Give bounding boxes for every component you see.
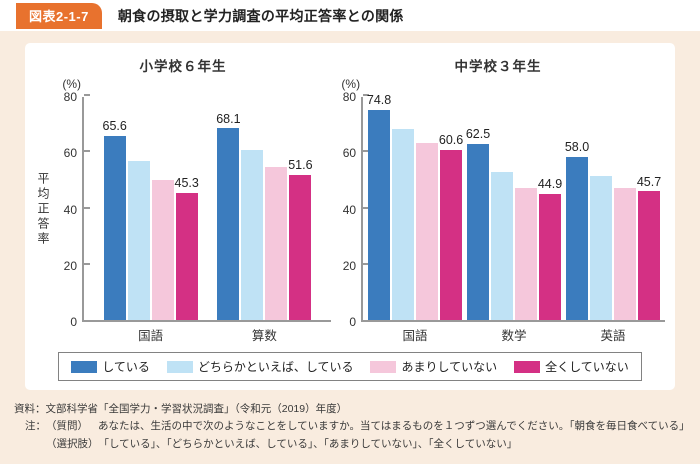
bar — [368, 109, 391, 320]
category-label: 英語 — [600, 329, 626, 343]
bar — [392, 128, 415, 320]
legend-label: 全くしていない — [545, 360, 629, 374]
unit-label: (%) — [62, 77, 81, 91]
bar-value-label: 62.5 — [465, 127, 491, 142]
y-tick-label: 0 — [70, 315, 77, 329]
bar-value-label: 60.6 — [438, 132, 464, 147]
options-note: （選択肢） 「している」、「どちらかといえば、している」、「あまりしていない」、… — [46, 436, 686, 453]
bar-value-label: 45.7 — [636, 174, 662, 189]
bar — [289, 174, 312, 320]
y-tick-mark — [363, 150, 370, 153]
legend-swatch — [370, 360, 397, 373]
y-tick-label: 60 — [342, 146, 357, 161]
legend: している どちらかといえば、している あまりしていない 全くしていない — [58, 352, 642, 381]
category-label: 国語 — [138, 329, 164, 343]
figure-background: 小学校６年生 平均正答率 (%) 0 20 40 60 80 65.6 45.3 国語 68.… — [0, 31, 700, 464]
bar — [440, 149, 463, 320]
note-row: 注： （質問） あなたは、生活の中で次のようなことをしていますか。当てはまるもの… — [25, 418, 690, 453]
bar-value-label: 65.6 — [102, 118, 127, 133]
legend-item: あまりしていない — [370, 358, 497, 375]
bar — [638, 191, 660, 320]
figure-number-badge: 図表2-1-7 — [16, 2, 102, 29]
bar-group: 58.0 45.7 英語 — [564, 140, 662, 343]
options-text: 「している」、「どちらかといえば、している」、「あまりしていない」、「全くしてい… — [98, 437, 518, 450]
y-tick-label: 20 — [342, 258, 357, 273]
bar — [217, 128, 240, 320]
bar-value-label: 68.1 — [216, 111, 241, 126]
legend-label: している — [102, 360, 150, 374]
y-tick-label: 60 — [63, 146, 77, 161]
y-tick-label: 40 — [63, 202, 77, 217]
bar-group: 68.1 51.6 算数 — [216, 111, 313, 343]
y-axis: (%) 0 20 40 60 80 — [52, 77, 82, 328]
bar — [175, 192, 198, 320]
legend-swatch — [514, 360, 541, 373]
unit-label: (%) — [341, 77, 361, 91]
bar — [614, 187, 636, 320]
bar-group: 62.5 44.9 数学 — [465, 127, 563, 343]
y-tick-mark — [363, 206, 370, 209]
plot-area: 74.8 60.6 国語 62.5 44.9 数学 58.0 45.7 英語 — [361, 92, 665, 343]
bar-value-label: 58.0 — [564, 140, 590, 155]
chart-title: 小学校６年生 — [139, 59, 227, 74]
figure-header: 図表2-1-7 朝食の摂取と学力調査の平均正答率との関係 — [0, 0, 700, 31]
bar — [416, 142, 439, 320]
bar — [151, 180, 174, 320]
figure-title: 朝食の摂取と学力調査の平均正答率との関係 — [117, 7, 404, 24]
bar — [467, 144, 490, 320]
bar — [515, 188, 538, 320]
legend-label: あまりしていない — [401, 360, 498, 374]
legend-item: している — [71, 358, 150, 375]
legend-item: 全くしていない — [514, 358, 629, 375]
bar — [539, 193, 562, 320]
y-axis: (%) 0 20 40 60 80 — [331, 77, 361, 328]
legend-swatch — [71, 360, 98, 373]
note-label: 注： — [25, 420, 46, 433]
bar-group: 74.8 60.6 国語 — [366, 92, 464, 343]
y-tick-label: 80 — [342, 90, 357, 104]
source-note: 資料：文部科学省「全国学力・学習状況調査」（令和元（2019）年度） — [14, 403, 348, 415]
bar — [127, 161, 150, 320]
bar-value-label: 74.8 — [366, 92, 392, 107]
y-tick-label: 40 — [342, 202, 357, 217]
bar — [566, 156, 588, 320]
chart-panel: 小学校６年生 平均正答率 (%) 0 20 40 60 80 65.6 45.3 国語 68.… — [25, 43, 675, 390]
legend-label: どちらかといえば、している — [197, 360, 354, 374]
y-axis-label: 平均正答率 — [36, 172, 50, 247]
y-tick-label: 0 — [349, 315, 357, 329]
bar-value-label: 51.6 — [288, 158, 313, 173]
charts-row: 小学校６年生 平均正答率 (%) 0 20 40 60 80 65.6 45.3 国語 68.… — [35, 55, 665, 346]
bar — [491, 171, 514, 320]
y-tick-mark — [84, 206, 90, 209]
y-tick-label: 80 — [63, 90, 77, 104]
bar — [265, 166, 288, 320]
chart-juniorhigh-grade3: 中学校３年生 (%) 0 20 40 60 80 74.8 60.6 国語 62.5 44.9 数… — [331, 55, 665, 346]
bar — [241, 150, 264, 320]
question-note: （質問） あなたは、生活の中で次のようなことをしていますか。当てはまるものを１つ… — [46, 418, 690, 435]
options-label: （選択肢） — [46, 437, 99, 450]
category-label: 国語 — [402, 329, 428, 343]
chart-elementary-grade6: 小学校６年生 平均正答率 (%) 0 20 40 60 80 65.6 45.3 国語 68.… — [35, 55, 332, 346]
bar — [103, 135, 126, 320]
legend-swatch — [166, 360, 193, 373]
category-label: 数学 — [501, 329, 527, 343]
y-tick-mark — [363, 94, 370, 96]
chart-title: 中学校３年生 — [454, 59, 542, 74]
bar-group: 65.6 45.3 国語 — [102, 118, 199, 343]
question-text: あなたは、生活の中で次のようなことをしていますか。当てはまるものを１つずつ選んで… — [98, 420, 690, 433]
legend-item: どちらかといえば、している — [166, 358, 354, 375]
plot-area: 65.6 45.3 国語 68.1 51.6 算数 — [82, 94, 332, 343]
figure-notes: 資料：文部科学省「全国学力・学習状況調査」（令和元（2019）年度） 注： （質… — [14, 401, 690, 453]
y-tick-mark — [363, 262, 370, 265]
y-tick-mark — [84, 262, 90, 265]
y-tick-mark — [84, 150, 90, 153]
bar-value-label: 44.9 — [537, 176, 563, 191]
bar-value-label: 45.3 — [174, 175, 199, 190]
category-label: 算数 — [251, 329, 277, 343]
bar — [590, 176, 612, 320]
y-tick-label: 20 — [63, 258, 77, 273]
y-tick-mark — [84, 94, 90, 96]
question-label: （質問） — [46, 420, 88, 433]
